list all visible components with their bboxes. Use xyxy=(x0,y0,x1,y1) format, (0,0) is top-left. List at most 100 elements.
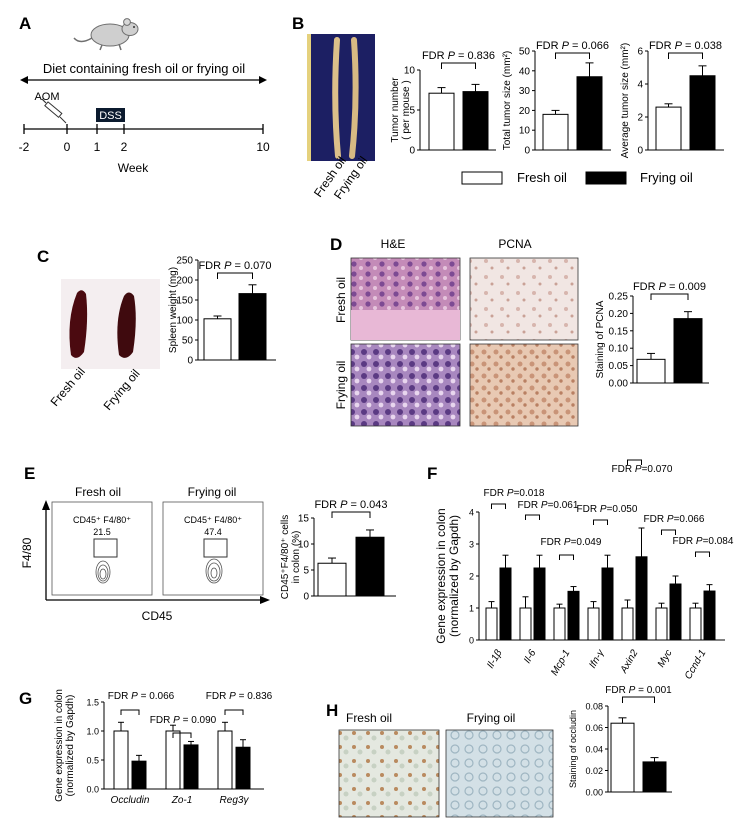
y-axis-label-line: Gene expression in colon xyxy=(434,508,448,643)
arrowhead-right-icon xyxy=(259,76,267,84)
y-tick-label: 4 xyxy=(637,80,643,91)
bar xyxy=(576,76,603,151)
y-tick-label: 20 xyxy=(519,106,531,117)
p-value-annotation: FDR P = 0.001 xyxy=(605,685,672,696)
p-value-annotation-part: P xyxy=(629,685,636,696)
p-value-annotation: FDR P = 0.009 xyxy=(633,281,706,293)
significance-bracket xyxy=(627,459,642,465)
legend-label-frying: Frying oil xyxy=(640,170,693,185)
x-tick-label: Ifn-γ xyxy=(587,647,607,670)
bar xyxy=(673,318,703,384)
y-tick-label: 2 xyxy=(637,113,643,124)
significance-bracket xyxy=(622,696,655,703)
mouse-icon xyxy=(73,18,139,51)
y-tick-label: 0 xyxy=(637,146,643,157)
y-tick-label: 0.0 xyxy=(86,785,99,795)
y-axis-label-line: (normalized by Gapdh) xyxy=(65,695,76,797)
p-value-annotation-part: FDR xyxy=(605,685,628,696)
y-tick-label: 2 xyxy=(469,572,474,582)
bar xyxy=(462,91,489,151)
p-value-annotation-part: P xyxy=(224,260,232,272)
pcna-image-fresh xyxy=(469,257,579,341)
x-tick-label: Occludin xyxy=(111,795,150,806)
y-tick-label: 0 xyxy=(303,592,309,603)
dss-label: DSS xyxy=(99,110,122,122)
panel-label-b: B xyxy=(292,14,304,33)
x-tick-label: Ccnd-1 xyxy=(683,648,709,681)
p-value-annotation-part: = 0.090 xyxy=(180,715,217,726)
p-value-annotation-part: = 0.070 xyxy=(231,260,271,272)
y-tick-label: 6 xyxy=(637,47,643,58)
chart-average-tumor-size: 0 2 4 6 FDR P = 0.038 Average tumor size (mm²… xyxy=(620,40,724,158)
p-value-annotation-part: = 0.836 xyxy=(455,50,495,62)
y-tick-label: 10 xyxy=(404,66,416,77)
y-tick-label: 1 xyxy=(469,604,474,614)
p-value-annotation-part: P xyxy=(340,499,348,511)
ihc-col-title-frying: Frying oil xyxy=(467,711,516,725)
panel-label-d: D xyxy=(330,235,342,254)
significance-bracket xyxy=(491,503,506,509)
contour-fresh xyxy=(95,560,111,584)
significance-bracket xyxy=(559,554,574,560)
y-axis-label: Total tumor size (mm²) xyxy=(502,51,513,150)
p-value-annotation-part: =0.049 xyxy=(571,537,602,548)
panel-label-e: E xyxy=(24,464,35,483)
p-value-annotation-part: = 0.066 xyxy=(138,691,175,702)
flow-col-title-frying: Frying oil xyxy=(188,485,237,499)
p-value-annotation: FDR P = 0.836 xyxy=(422,50,495,62)
p-value-annotation: FDR P=0.050 xyxy=(577,504,638,515)
significance-bracket xyxy=(525,514,540,520)
p-value-annotation-part: = 0.001 xyxy=(635,685,672,696)
y-axis-label-line: (normalized by Gapdh) xyxy=(447,515,461,637)
chart-cd45-f480-cells: 0 5 10 15 FDR P = 0.043 CD45⁺F4/80⁺ cellsin c… xyxy=(280,499,396,603)
y-tick-label: 150 xyxy=(176,296,193,307)
bar xyxy=(131,760,147,790)
p-value-annotation: FDR P=0.049 xyxy=(541,537,602,548)
significance-bracket xyxy=(120,709,140,715)
p-value-annotation-part: FDR xyxy=(536,40,562,52)
panel-label-a: A xyxy=(19,14,31,33)
flow-plot-fresh xyxy=(51,501,153,596)
panel-label-g: G xyxy=(19,689,32,708)
bar xyxy=(642,761,667,793)
significance-bracket xyxy=(331,511,371,518)
bar xyxy=(610,722,635,793)
y-axis-label-line: Staining of PCNA xyxy=(595,300,606,378)
chart-pcna-staining: 0.00 0.05 0.10 0.15 0.20 0.25 FDR P = 0.009 Sta… xyxy=(595,281,709,390)
y-axis-label-line: CD45⁺F4/80⁺ cells xyxy=(280,515,291,599)
panel-label-f: F xyxy=(427,464,437,483)
flow-y-label: F4/80 xyxy=(20,537,34,568)
panel-b: Fresh oil Frying oil 0 5 10 FDR P = 0.836 Tu… xyxy=(307,34,724,202)
y-tick-label: 10 xyxy=(519,126,531,137)
bar xyxy=(217,730,233,790)
p-value-annotation: FDR P=0.018 xyxy=(484,488,545,499)
y-axis-label: CD45⁺F4/80⁺ cellsin colon (%) xyxy=(280,515,302,599)
p-value-annotation-part: FDR xyxy=(206,691,229,702)
y-tick-label: 0.00 xyxy=(609,379,629,390)
timeline-tick-label: -2 xyxy=(19,140,30,154)
p-value-annotation-part: P xyxy=(541,500,548,511)
gate-label-frying: CD45⁺ F4/80⁺ xyxy=(184,515,242,525)
gate-label-fresh: CD45⁺ F4/80⁺ xyxy=(73,515,131,525)
p-value-annotation: FDR P = 0.038 xyxy=(649,40,722,52)
legend-swatch-fresh xyxy=(461,171,503,185)
x-tick-label: Il-6 xyxy=(522,648,539,666)
p-value-annotation: FDR P=0.084 xyxy=(673,536,734,547)
bar xyxy=(621,607,634,641)
p-value-annotation-part: P xyxy=(448,50,456,62)
p-value-annotation-part: P xyxy=(229,691,236,702)
bar xyxy=(355,536,385,597)
chart-gene-expression-g: 0.0 0.5 1.0 1.5 FDR P = 0.066 Occludin FDR P =… xyxy=(54,689,273,806)
p-value-annotation-part: =0.070 xyxy=(642,464,673,475)
y-tick-label: 250 xyxy=(176,256,193,267)
bar xyxy=(499,567,512,641)
bar xyxy=(533,567,546,641)
arrowhead-up-icon xyxy=(42,500,50,510)
p-value-annotation-part: = 0.066 xyxy=(569,40,609,52)
p-value-annotation-part: P xyxy=(562,40,570,52)
y-axis-label: Gene expression in colon(normalized by G… xyxy=(54,689,76,802)
timeline-tick-label: 2 xyxy=(121,140,128,154)
bar xyxy=(587,607,600,641)
chart-total-tumor-size: 0 10 20 30 40 50 FDR P = 0.066 Total tumor size… xyxy=(502,40,611,157)
